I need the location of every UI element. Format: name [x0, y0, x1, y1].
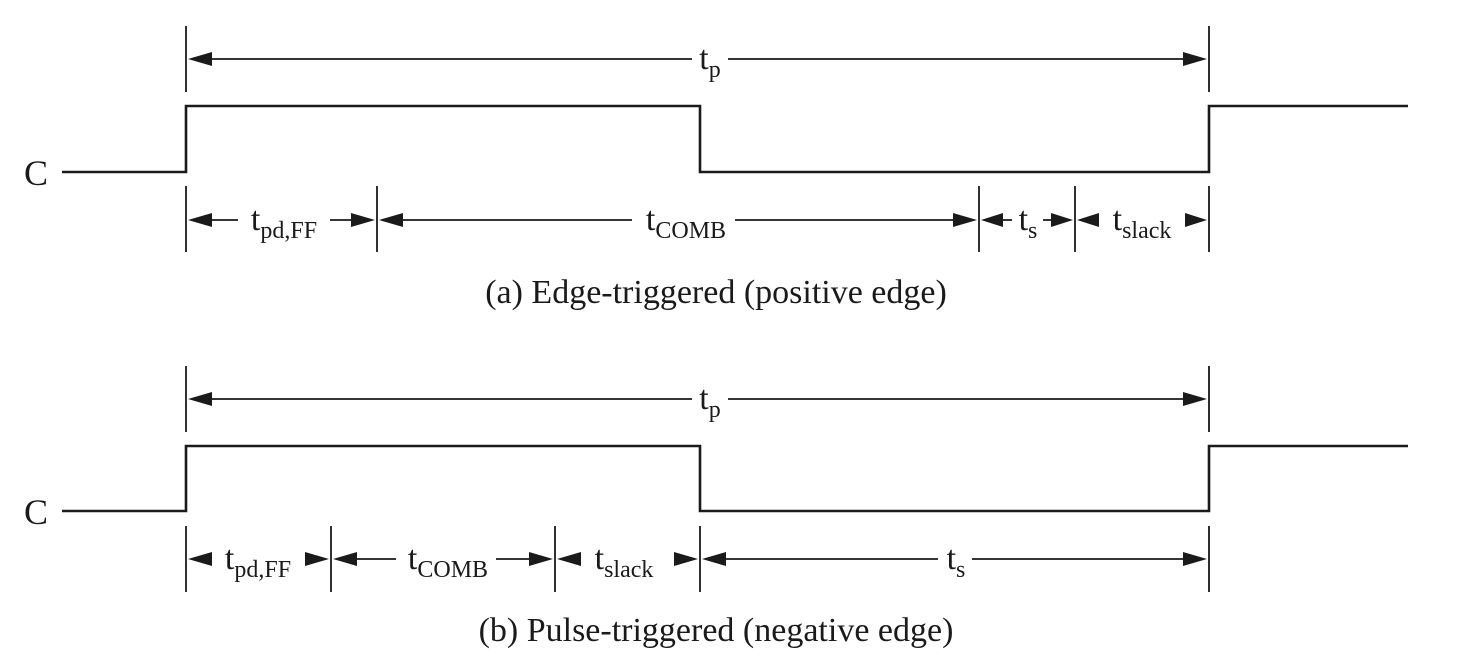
signal-label-a: C	[24, 153, 48, 193]
panel-a: C tp tpd,FF	[24, 26, 1408, 311]
interval-label-ts-b: ts	[947, 540, 966, 583]
interval-label-tcomb-a: tCOMB	[646, 201, 726, 244]
interval-label-tcomb-b: tCOMB	[408, 540, 488, 583]
signal-label-b: C	[24, 492, 48, 532]
interval-label-tpd-a: tpd,FF	[251, 201, 317, 244]
clock-waveform-b	[62, 444, 1408, 513]
period-dimension-b: tp	[185, 366, 1210, 432]
interval-label-ts-a: ts	[1019, 201, 1038, 244]
caption-b: (b) Pulse-triggered (negative edge)	[479, 612, 954, 649]
caption-a: (a) Edge-triggered (positive edge)	[485, 274, 947, 311]
interval-label-tslack-b: tslack	[595, 540, 654, 583]
interval-label-tslack-a: tslack	[1113, 201, 1172, 244]
clock-waveform-a	[62, 104, 1408, 174]
period-label-b: tp	[699, 380, 720, 423]
period-label-a: tp	[699, 40, 720, 83]
interval-dimensions-a: tpd,FF tCOMB ts tslack	[185, 186, 1210, 252]
panel-b: C tp tpd,FF tCO	[24, 366, 1408, 649]
interval-dimensions-b: tpd,FF tCOMB tslack ts	[185, 526, 1210, 592]
period-dimension-a: tp	[185, 26, 1210, 92]
interval-label-tpd-b: tpd,FF	[225, 540, 291, 583]
